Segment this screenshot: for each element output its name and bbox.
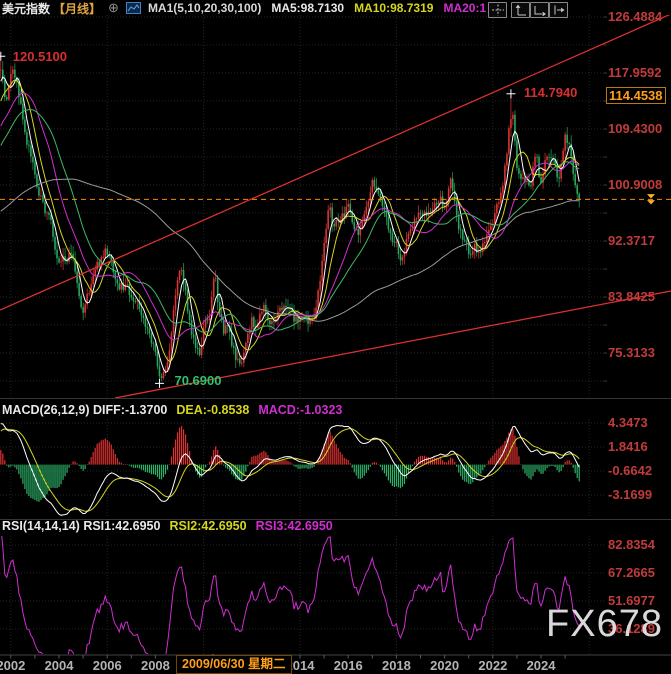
ma20-value: MA20:1 (443, 1, 487, 15)
chart-type-icon[interactable] (125, 2, 141, 14)
crosshair-date-label: 2009/06/30 星期二 (176, 655, 292, 674)
rsi3-value: RSI3:42.6950 (255, 519, 333, 533)
header-bar: 美元指数 【月线】 ⊕ MA1(5,10,20,30,100) MA5:98.7… (2, 0, 486, 16)
rsi-formula: RSI(14,14,14) (2, 519, 80, 533)
crosshair-move-icon[interactable] (488, 2, 507, 18)
macd-diff-value: DIFF:-1.3700 (93, 403, 168, 417)
go-to-latest-icon[interactable] (549, 2, 568, 18)
rsi1-value: RSI1:42.6950 (83, 519, 161, 533)
rsi2-value: RSI2:42.6950 (169, 519, 247, 533)
macd-macd-value: MACD:-1.0323 (258, 403, 343, 417)
ma-formula-label: MA1(5,10,20,30,100) (147, 1, 262, 15)
macd-dea-value: DEA:-0.8538 (176, 403, 250, 417)
axis-price-box: 114.4538 (606, 87, 666, 105)
ma5-value: MA5:98.7130 (271, 1, 345, 15)
fit-horizontal-scale-icon[interactable] (530, 2, 549, 18)
ma10-value: MA10:98.7319 (354, 1, 434, 15)
watermark: FX678 (546, 603, 663, 645)
rsi-legend: RSI(14,14,14) RSI1:42.6950 RSI2:42.6950 … (2, 519, 333, 533)
fit-vertical-scale-icon[interactable] (511, 2, 530, 18)
add-indicator-icon[interactable]: ⊕ (108, 0, 119, 15)
macd-legend: MACD(26,12,9) DIFF:-1.3700 DEA:-0.8538 M… (2, 403, 342, 417)
timeframe-label: 【月线】 (53, 1, 102, 16)
instrument-title: 美元指数 (2, 1, 51, 16)
macd-formula: MACD(26,12,9) (2, 403, 90, 417)
